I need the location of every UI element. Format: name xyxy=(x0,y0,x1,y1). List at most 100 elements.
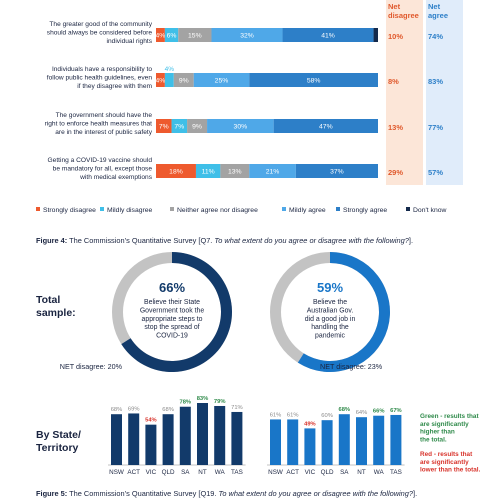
net-disagree-header: disagree xyxy=(388,11,419,20)
state-section-label: By State/ xyxy=(36,429,81,441)
state-bar-value: 68% xyxy=(111,407,123,413)
state-bar-value: 60% xyxy=(321,413,333,419)
donut-caption: Government took the xyxy=(140,307,205,314)
figure-5-caption-text: The Commission’s Quantitative Survey [Q1… xyxy=(67,489,219,498)
segment-label: 13% xyxy=(228,169,242,176)
donut-caption: did a good job in xyxy=(305,316,356,323)
state-category-label: ACT xyxy=(127,469,140,476)
state-bar xyxy=(214,405,226,465)
bar-segment xyxy=(211,28,283,42)
state-category-label: TAS xyxy=(390,469,402,476)
total-sample-label: sample: xyxy=(36,307,76,319)
donut-caption: appropriate steps to xyxy=(142,316,203,323)
statement-label: The greater good of the community xyxy=(49,21,152,28)
state-bar xyxy=(179,406,191,465)
segment-label: 6% xyxy=(167,33,177,40)
segment-label: 25% xyxy=(215,78,229,85)
net-agree-value: 74% xyxy=(428,32,443,41)
segment-label: 15% xyxy=(188,33,202,40)
bar-segment xyxy=(156,73,165,87)
legend-swatch xyxy=(406,207,410,211)
statement-label: if they disagree with them xyxy=(77,83,152,90)
significance-note: are significantly xyxy=(420,459,469,466)
bar-segment xyxy=(156,164,196,178)
significance-note: Green - results that xyxy=(420,413,479,420)
figure-4-caption-prefix: Figure 4: xyxy=(36,236,68,245)
donut-value-arc xyxy=(297,252,391,373)
bar-segment xyxy=(207,119,274,133)
net-agree-header: agree xyxy=(428,11,448,20)
state-bar-value: 68% xyxy=(338,407,350,413)
figure-4-caption: Figure 4: The Commission’s Quantitative … xyxy=(36,236,413,245)
state-category-label: NSW xyxy=(268,469,283,476)
state-category-label: SA xyxy=(340,469,349,476)
state-bar-value: 83% xyxy=(197,396,209,402)
bar-segment xyxy=(164,73,174,87)
donut-caption: handling the xyxy=(311,324,349,331)
donut-net-disagree: NET disagree: 20% xyxy=(60,362,123,371)
net-disagree-column-bg xyxy=(386,0,423,185)
segment-label: 4% xyxy=(156,78,166,85)
state-bar xyxy=(145,424,157,465)
bar-segment xyxy=(273,119,378,133)
statement-label: Individuals have a responsibility to xyxy=(52,66,152,73)
net-agree-value: 57% xyxy=(428,168,443,177)
state-category-label: TAS xyxy=(231,469,243,476)
net-disagree-value: 29% xyxy=(388,168,403,177)
state-bar xyxy=(128,413,140,465)
state-bar-value: 71% xyxy=(231,405,243,411)
figure-4-caption-italic: To what extent do you agree or disagree … xyxy=(214,236,409,245)
state-category-label: NSW xyxy=(109,469,124,476)
statement-label: follow public health guidelines, even xyxy=(47,75,153,82)
legend-label: Strongly agree xyxy=(343,207,387,214)
segment-label: 32% xyxy=(240,33,254,40)
bar-segment xyxy=(195,164,221,178)
state-bar-value: 49% xyxy=(304,421,316,427)
statement-label: be mandatory for all, except those xyxy=(53,166,153,173)
legend-label: Mildly disagree xyxy=(107,207,153,214)
statement-label: individual rights xyxy=(107,38,153,45)
net-agree-value: 83% xyxy=(428,77,443,86)
state-bar xyxy=(162,414,174,465)
figure-5-caption: Figure 5: The Commission’s Quantitative … xyxy=(36,489,417,498)
net-agree-column-bg xyxy=(426,0,463,185)
donut-caption: stop the spread of xyxy=(144,324,199,331)
segment-label: 47% xyxy=(319,124,333,131)
state-category-label: QLD xyxy=(321,469,334,476)
segment-label: 21% xyxy=(266,169,280,176)
state-bar-value: 54% xyxy=(145,418,157,424)
bar-segment xyxy=(178,28,212,42)
segment-label: 41% xyxy=(321,33,335,40)
bar-segment xyxy=(164,28,179,42)
bar-segment xyxy=(173,73,194,87)
figure-5-caption-prefix: Figure 5: xyxy=(36,489,68,498)
state-bar xyxy=(373,415,385,465)
legend-swatch xyxy=(170,207,174,211)
statement-label: with medical exemptions xyxy=(79,174,153,181)
state-bar-value: 66% xyxy=(373,409,385,415)
statement-label: should always be considered before xyxy=(47,30,153,37)
net-disagree-value: 10% xyxy=(388,32,403,41)
state-bar xyxy=(197,403,208,465)
donut-caption: Australian Gov. xyxy=(307,307,354,314)
legend-swatch xyxy=(36,207,40,211)
state-bar xyxy=(231,411,243,465)
donut-caption: COVID-19 xyxy=(156,333,188,340)
segment-label: 11% xyxy=(202,169,215,176)
significance-note: are significantly xyxy=(420,421,469,428)
bar-segment xyxy=(171,119,188,133)
segment-label: 18% xyxy=(169,169,183,176)
significance-note: higher than xyxy=(420,429,455,436)
state-bar-chart: 61% NSW 61% ACT 49% VIC 60% QLD 68% SA 64% NT 66% WA 6… xyxy=(267,407,405,476)
significance-note: the total. xyxy=(420,436,447,443)
legend-swatch xyxy=(100,207,104,211)
segment-label: 37% xyxy=(330,169,344,176)
bar-segment xyxy=(282,28,374,42)
legend-label: Strongly disagree xyxy=(43,207,96,214)
state-bar-value: 78% xyxy=(179,400,191,406)
bar-segment xyxy=(220,164,250,178)
segment-label: 4% xyxy=(156,33,166,40)
state-bar-value: 61% xyxy=(270,412,282,418)
